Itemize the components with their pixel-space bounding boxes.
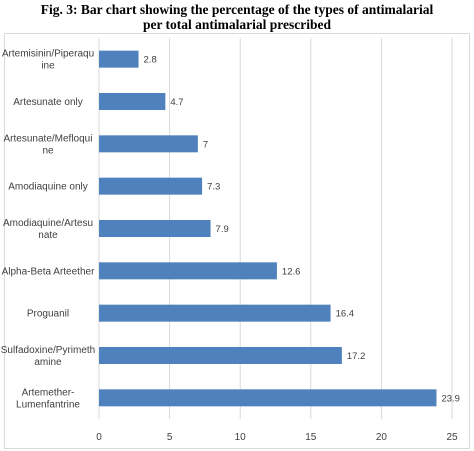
category-label-line: ine	[41, 61, 55, 72]
category-label-line: Sulfadoxine/Pyrimeth	[1, 345, 96, 356]
chart-title: Fig. 3: Bar chart showing the percentage…	[0, 2, 474, 32]
category-label-line: Proguanil	[27, 309, 69, 320]
category-label-line: amine	[34, 357, 62, 368]
bar	[99, 262, 277, 280]
bar-value-label: 7.9	[216, 224, 229, 235]
category-label: Artemether-Lumenfantrine	[16, 387, 80, 410]
bar-value-label: 12.6	[282, 266, 301, 277]
x-tick-label: 0	[96, 432, 102, 443]
category-label-line: Amodiaquine/Artesu	[3, 218, 93, 229]
category-label-line: nate	[38, 230, 58, 241]
x-tick-label: 5	[167, 432, 173, 443]
bar	[99, 135, 198, 153]
bar	[99, 389, 437, 407]
bar-value-label: 2.8	[144, 55, 157, 66]
category-label: Amodiaquine/Artesu nate	[3, 218, 93, 241]
category-label: Artemisinin/Piperaqu ine	[2, 49, 94, 72]
category-label-line: Amodiaquine only	[8, 182, 88, 193]
x-tick-label: 25	[446, 432, 458, 443]
category-label-line: ne	[42, 145, 54, 156]
bar	[99, 304, 331, 322]
category-label: Sulfadoxine/Pyrimeth amine	[1, 345, 96, 368]
bar-value-label: 7.3	[207, 182, 220, 193]
category-label-line: Lumenfantrine	[16, 399, 80, 410]
bar-value-label: 4.7	[170, 97, 183, 108]
bar	[99, 220, 211, 237]
category-label: Alpha-Beta Arteether	[2, 266, 96, 277]
category-label: Proguanil	[27, 309, 69, 320]
category-label: Amodiaquine only	[8, 182, 88, 193]
bar	[99, 93, 166, 110]
category-label-line: Artemether-	[22, 387, 75, 398]
category-label-line: Artesunate/Mefloqui	[4, 133, 93, 144]
category-label-line: Alpha-Beta Arteether	[2, 266, 96, 277]
bar	[99, 50, 139, 68]
x-tick-label: 20	[376, 432, 388, 443]
bar-value-label: 17.2	[347, 351, 366, 362]
category-label: Artesunate/Mefloqui ne	[4, 133, 93, 156]
bar-value-label: 23.9	[441, 393, 460, 404]
chart-title-line-2: per total antimalarial prescribed	[142, 17, 332, 32]
category-label-line: Artesunate only	[13, 97, 83, 108]
bar	[99, 177, 203, 195]
bar-value-label: 16.4	[336, 309, 355, 320]
bar	[99, 347, 342, 364]
bar-value-label: 7	[203, 139, 208, 150]
category-label: Artesunate only	[13, 97, 83, 108]
chart-frame	[4, 33, 470, 449]
x-tick-label: 10	[235, 432, 247, 443]
chart-title-line-1: Fig. 3: Bar chart showing the percentage…	[40, 2, 434, 17]
x-tick-label: 15	[305, 432, 317, 443]
category-label-line: Artemisinin/Piperaqu	[2, 49, 94, 60]
